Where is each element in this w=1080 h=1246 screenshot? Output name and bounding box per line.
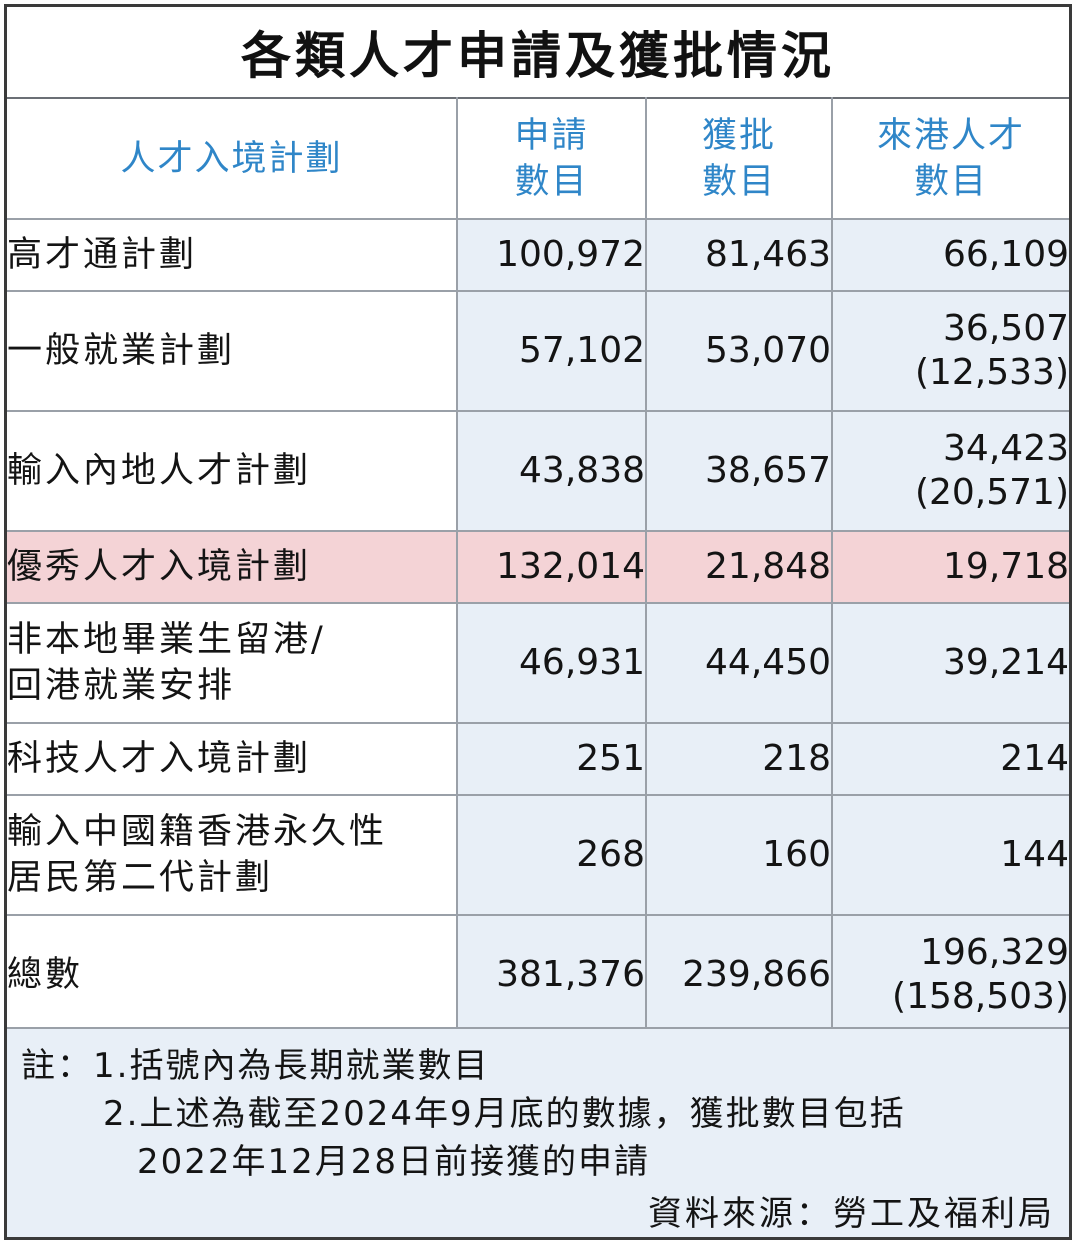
header-scheme-label: 人才入境計劃 [120,138,343,179]
arrived-long-term-value: (20,571) [914,472,1069,513]
applied-cell: 381,376 [456,914,647,1036]
arrived-cell: 214 [831,722,1069,796]
approved-cell: 81,463 [645,218,833,292]
table-frame: 各類人才申請及獲批情況 人才入境計劃 申請 數目 獲批 數目 來港人才 數目 [4,4,1072,1240]
header-approved-line2: 數目 [701,161,776,202]
header-applied-line2: 數目 [514,161,589,202]
table-row: 非本地畢業生留港/ 回港就業安排 46,931 44,450 39,214 [7,602,1069,724]
arrived-value: 36,507 [943,308,1069,349]
row-name: 非本地畢業生留港/ 回港就業安排 [7,602,458,724]
note-1: 註：1.括號內為長期就業數目 [21,1046,490,1086]
row-name: 總數 [7,914,458,1036]
header-arrived-line2: 數目 [913,161,988,202]
header-arrived: 來港人才 數目 [831,97,1069,220]
row-name: 優秀人才入境計劃 [7,530,458,604]
table-row: 科技人才入境計劃 251 218 214 [7,722,1069,796]
arrived-value: 19,718 [943,546,1069,587]
header-approved: 獲批 數目 [645,97,833,220]
approved-cell: 218 [645,722,833,796]
arrived-value: 66,109 [943,234,1069,275]
note-2: 2.上述為截至2024年9月底的數據，獲批數目包括 [103,1094,906,1134]
table-row-highlighted: 優秀人才入境計劃 132,014 21,848 19,718 [7,530,1069,604]
row-name: 輸入中國籍香港永久性 居民第二代計劃 [7,794,458,916]
row-name-text: 一般就業計劃 [7,331,236,371]
approved-cell: 160 [645,794,833,916]
applied-cell: 57,102 [456,290,647,412]
header-scheme: 人才入境計劃 [7,97,458,220]
applied-cell: 132,014 [456,530,647,604]
row-name: 高才通計劃 [7,218,458,292]
arrived-cell: 34,423 (20,571) [831,410,1069,532]
approved-cell: 239,866 [645,914,833,1036]
data-table: 人才入境計劃 申請 數目 獲批 數目 來港人才 數目 高才通計劃 100,972… [7,97,1069,1036]
row-name-text: 高才通計劃 [7,235,198,275]
row-name: 一般就業計劃 [7,290,458,412]
arrived-cell: 39,214 [831,602,1069,724]
page-title: 各類人才申請及獲批情況 [241,26,835,85]
arrived-long-term-value: (12,533) [914,352,1069,393]
row-name-text: 總數 [7,955,84,995]
row-name: 科技人才入境計劃 [7,722,458,796]
applied-cell: 43,838 [456,410,647,532]
arrived-cell: 66,109 [831,218,1069,292]
row-name-line1: 輸入中國籍香港永久性 [7,812,388,852]
row-name-text: 科技人才入境計劃 [7,739,312,779]
header-approved-line1: 獲批 [701,115,776,156]
header-applied-line1: 申請 [514,115,589,156]
applied-cell: 251 [456,722,647,796]
row-name-line2: 居民第二代計劃 [7,858,274,898]
arrived-value: 34,423 [943,428,1069,469]
table-row-total: 總數 381,376 239,866 196,329 (158,503) [7,914,1069,1036]
source-credit: 資料來源：勞工及福利局 [648,1194,1055,1234]
arrived-value: 39,214 [943,642,1069,683]
arrived-value: 214 [1000,738,1069,779]
approved-cell: 38,657 [645,410,833,532]
header-row: 人才入境計劃 申請 數目 獲批 數目 來港人才 數目 [7,97,1069,220]
table-row: 輸入中國籍香港永久性 居民第二代計劃 268 160 144 [7,794,1069,916]
arrived-cell: 19,718 [831,530,1069,604]
header-arrived-line1: 來港人才 [876,115,1025,156]
row-name-text: 優秀人才入境計劃 [7,547,312,587]
approved-cell: 53,070 [645,290,833,412]
arrived-value: 196,329 [920,932,1069,973]
applied-cell: 100,972 [456,218,647,292]
note-2-continued: 2022年12月28日前接獲的申請 [137,1142,651,1182]
row-name-text: 輸入內地人才計劃 [7,451,312,491]
row-name: 輸入內地人才計劃 [7,410,458,532]
arrived-cell: 196,329 (158,503) [831,914,1069,1036]
approved-cell: 44,450 [645,602,833,724]
arrived-long-term-value: (158,503) [892,976,1069,1017]
row-name-line1: 非本地畢業生留港/ [7,620,326,660]
arrived-cell: 144 [831,794,1069,916]
table-row: 輸入內地人才計劃 43,838 38,657 34,423 (20,571) [7,410,1069,532]
applied-cell: 268 [456,794,647,916]
row-name-line2: 回港就業安排 [7,666,236,706]
table-row: 高才通計劃 100,972 81,463 66,109 [7,218,1069,292]
notes-section: 註：1.括號內為長期就業數目 2.上述為截至2024年9月底的數據，獲批數目包括… [7,1027,1069,1237]
arrived-cell: 36,507 (12,533) [831,290,1069,412]
header-applied: 申請 數目 [456,97,647,220]
arrived-value: 144 [1000,834,1069,875]
table-row: 一般就業計劃 57,102 53,070 36,507 (12,533) [7,290,1069,412]
approved-cell: 21,848 [645,530,833,604]
applied-cell: 46,931 [456,602,647,724]
